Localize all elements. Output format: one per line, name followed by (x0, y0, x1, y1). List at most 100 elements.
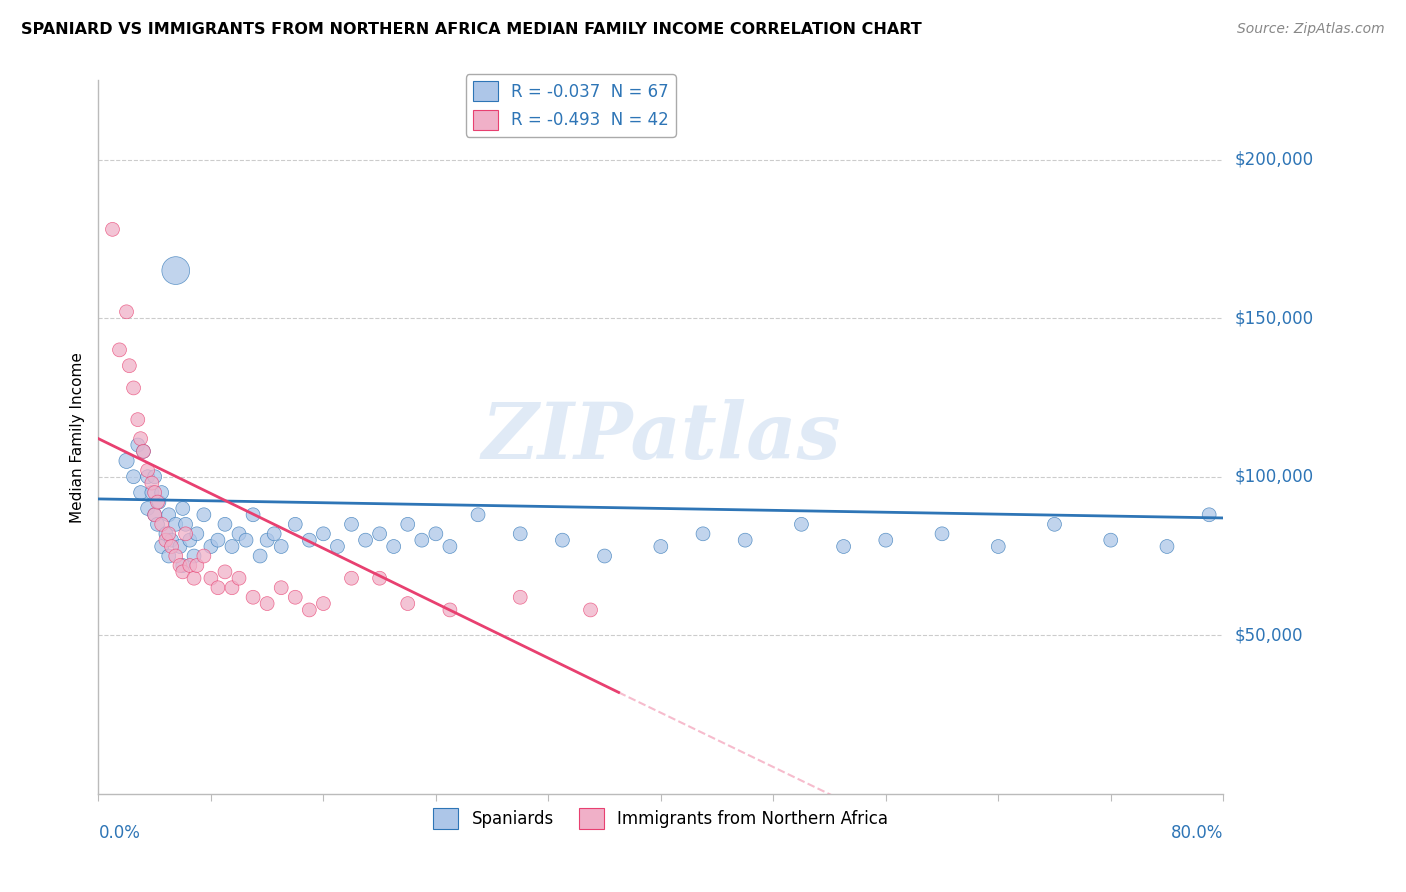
Text: $150,000: $150,000 (1234, 310, 1313, 327)
Point (221, 540, 243, 554)
Point (146, 517, 169, 532)
Point (183, 571, 205, 585)
Point (1198, 508, 1220, 522)
Text: SPANIARD VS IMMIGRANTS FROM NORTHERN AFRICA MEDIAN FAMILY INCOME CORRELATION CHA: SPANIARD VS IMMIGRANTS FROM NORTHERN AFR… (21, 22, 922, 37)
Point (169, 558, 191, 573)
Point (193, 508, 215, 522)
Point (270, 540, 292, 554)
Point (143, 508, 166, 522)
Point (150, 540, 173, 554)
Point (734, 533, 756, 548)
Point (172, 558, 194, 573)
Point (214, 565, 236, 579)
Point (425, 526, 447, 541)
Point (179, 533, 201, 548)
Point (150, 485, 173, 500)
Point (141, 485, 163, 500)
Point (127, 412, 149, 426)
Point (368, 526, 391, 541)
Point (579, 603, 602, 617)
Point (115, 454, 138, 468)
Point (157, 508, 180, 522)
Point (165, 517, 187, 532)
Point (200, 540, 222, 554)
Point (340, 517, 363, 532)
Point (439, 540, 461, 554)
Point (439, 603, 461, 617)
Point (326, 540, 349, 554)
Point (354, 533, 377, 548)
Point (160, 533, 183, 548)
Point (143, 508, 166, 522)
Point (148, 495, 170, 509)
Text: 80.0%: 80.0% (1171, 824, 1223, 842)
Point (200, 571, 222, 585)
Point (312, 526, 335, 541)
Point (270, 581, 292, 595)
Point (509, 591, 531, 605)
Point (150, 517, 173, 532)
Point (141, 476, 163, 491)
Point (312, 597, 335, 611)
Point (235, 533, 257, 548)
Text: Source: ZipAtlas.com: Source: ZipAtlas.com (1237, 22, 1385, 37)
Point (593, 549, 616, 563)
Point (193, 549, 215, 563)
Text: 0.0%: 0.0% (98, 824, 141, 842)
Point (136, 463, 159, 477)
Point (160, 540, 183, 554)
Point (692, 526, 714, 541)
Point (172, 565, 194, 579)
Point (186, 526, 208, 541)
Point (165, 549, 187, 563)
Point (132, 444, 155, 458)
Point (242, 508, 264, 522)
Point (136, 469, 159, 483)
Point (256, 597, 278, 611)
Point (368, 571, 391, 585)
Point (146, 495, 169, 509)
Point (136, 501, 159, 516)
Point (157, 526, 180, 541)
Point (129, 432, 152, 446)
Text: $50,000: $50,000 (1234, 626, 1303, 644)
Legend: Spaniards, Immigrants from Northern Africa: Spaniards, Immigrants from Northern Afri… (426, 802, 896, 836)
Point (411, 533, 433, 548)
Point (832, 540, 855, 554)
Point (101, 222, 124, 236)
Y-axis label: Median Family Income: Median Family Income (69, 351, 84, 523)
Point (467, 508, 489, 522)
Point (118, 359, 141, 373)
Point (1043, 517, 1066, 532)
Point (382, 540, 405, 554)
Point (165, 263, 187, 277)
Point (183, 549, 205, 563)
Point (127, 438, 149, 452)
Point (875, 533, 897, 548)
Point (214, 517, 236, 532)
Point (790, 517, 813, 532)
Point (1156, 540, 1178, 554)
Point (186, 558, 208, 573)
Point (172, 501, 194, 516)
Point (284, 591, 307, 605)
Point (122, 381, 145, 395)
Point (1099, 533, 1122, 548)
Point (650, 540, 672, 554)
Point (931, 526, 953, 541)
Text: ZIPatlas: ZIPatlas (481, 399, 841, 475)
Point (143, 485, 166, 500)
Point (987, 540, 1010, 554)
Point (169, 540, 191, 554)
Point (174, 517, 197, 532)
Point (221, 581, 243, 595)
Point (122, 469, 145, 483)
Point (174, 526, 197, 541)
Point (155, 526, 177, 541)
Point (207, 533, 229, 548)
Point (228, 571, 250, 585)
Point (396, 517, 419, 532)
Point (155, 533, 177, 548)
Point (115, 305, 138, 319)
Point (298, 603, 321, 617)
